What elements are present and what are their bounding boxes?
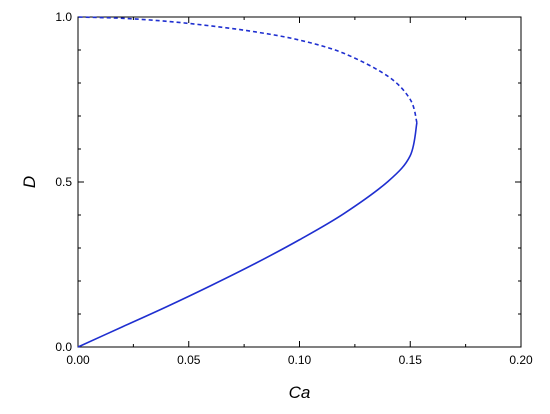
y-tick-label: 0.5: [55, 175, 72, 189]
y-axis-title: D: [20, 176, 39, 188]
series-line-dashed: [77, 16, 418, 123]
x-axis-title: Ca: [289, 383, 311, 402]
series-line-solid: [77, 122, 418, 348]
x-tick-label: 0.05: [177, 353, 201, 367]
x-tick-label: 0.15: [399, 353, 423, 367]
series-group: [77, 16, 418, 348]
y-tick-label: 1.0: [55, 10, 72, 24]
x-tick-label: 0.00: [66, 353, 90, 367]
y-tick-label: 0.0: [55, 340, 72, 354]
x-tick-label: 0.10: [288, 353, 312, 367]
plot-frame: [77, 16, 522, 348]
x-tick-label: 0.20: [509, 353, 533, 367]
ticks: 0.00 0.05 0.10 0.15 0.20 0.0 0.5 1.0: [55, 10, 533, 367]
